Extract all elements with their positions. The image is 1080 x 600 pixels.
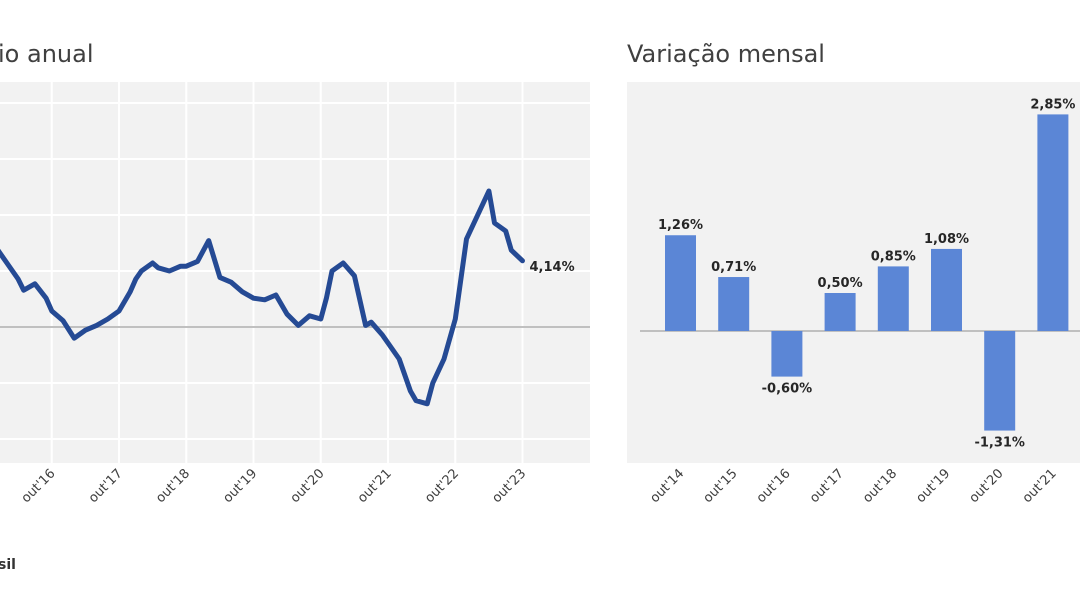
bar-chart: Variação mensal 1,26% 0,71% -0,60% 0,50% 0,8… [627, 40, 1080, 506]
bar [718, 277, 750, 331]
bar [665, 235, 696, 331]
line-chart: io anual 4,14% out'16 out'17 out'18 out'19 o… [0, 40, 590, 573]
x-tick-label: out'19 [220, 466, 260, 506]
bar-data-label: 0,71% [711, 260, 756, 275]
bar-chart-x-ticks: out'14 out'15 out'16 out'17 out'18 out'19 out'… [647, 466, 1059, 506]
bar [984, 331, 1016, 431]
bar-chart-title: Variação mensal [627, 40, 825, 68]
x-tick-label: out'19 [913, 466, 953, 506]
x-tick-label: out'18 [153, 466, 193, 506]
line-chart-title: io anual [0, 40, 93, 68]
x-tick-label: out'22 [422, 466, 462, 506]
line-chart-plot-area [0, 82, 590, 463]
line-chart-gridlines [0, 82, 590, 463]
line-chart-x-ticks: out'16 out'17 out'18 out'19 out'20 out'21 out'… [19, 466, 530, 506]
bar [824, 293, 856, 331]
x-tick-label: out'15 [701, 466, 741, 506]
x-tick-label: out'20 [967, 466, 1007, 506]
bar-data-label: -0,60% [762, 382, 813, 397]
bar-data-label: 0,85% [871, 249, 916, 264]
x-tick-label: out'21 [355, 466, 395, 506]
x-tick-label: out'23 [489, 466, 529, 506]
x-tick-label: out'18 [860, 466, 900, 506]
x-tick-label: out'16 [19, 466, 59, 506]
x-tick-label: out'21 [1020, 466, 1060, 506]
x-tick-label: out'17 [86, 466, 126, 506]
bar [931, 248, 962, 331]
bar [771, 331, 803, 377]
bar-data-label: -1,31% [974, 436, 1025, 451]
source-note: sil [0, 557, 16, 573]
end-value-label: 4,14% [530, 260, 575, 275]
bar [1037, 114, 1069, 332]
bar-data-label: 2,85% [1030, 97, 1075, 112]
bar-data-label: 1,26% [658, 218, 703, 233]
x-tick-label: out'14 [647, 466, 687, 506]
x-tick-label: out'20 [288, 466, 328, 506]
series-line [0, 188, 525, 407]
bar-data-label: 1,08% [924, 232, 969, 247]
bar-chart-bars: 1,26% 0,71% -0,60% 0,50% 0,85% 1,08% -1,31% 2,8… [658, 97, 1076, 450]
bar [877, 266, 909, 331]
x-tick-label: out'17 [807, 466, 847, 506]
bar-data-label: 0,50% [818, 276, 863, 291]
x-tick-label: out'16 [754, 466, 794, 506]
